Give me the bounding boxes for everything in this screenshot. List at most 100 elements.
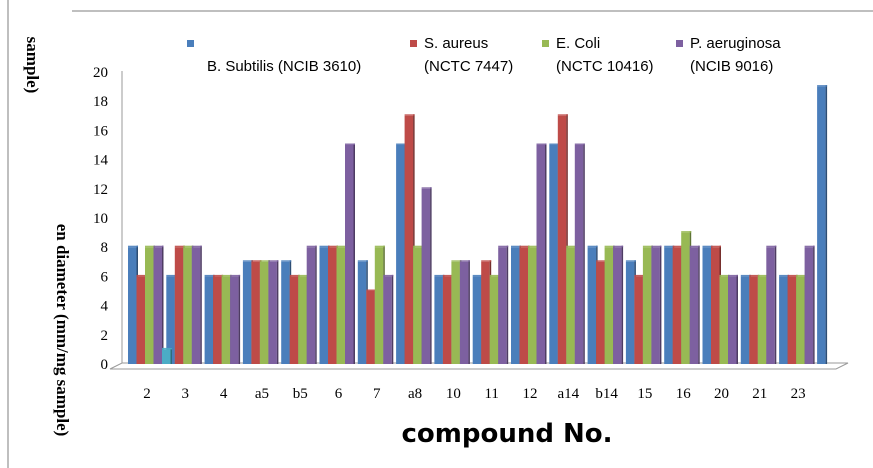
x-tick-label: 6 [335,386,343,402]
bar-12-s4-side [545,143,547,364]
bar-b5-s1-face [281,261,290,364]
bar-b14-s3-face [604,247,614,364]
bar-a14-s2-side [566,114,568,364]
legend-label-line2: B. Subtilis (NCIB 3610) [207,58,361,75]
bar-2-s2-face [136,276,145,364]
bar-b14-s4-top [613,245,624,248]
bar-3-s1-face [166,276,175,364]
legend-item-3: E. Coli (NCTC 10416) [542,35,654,75]
bar-12-s4-top [536,143,547,145]
bar-3-s4 [191,245,202,364]
x-tick-label: a8 [408,386,422,402]
bar-4-s3-face [221,276,231,364]
bar-4-s4-side [238,274,241,364]
bar-20-s4-face [728,276,737,364]
bar-7-s4-top [383,274,394,277]
bar-10-s2-face [442,276,452,364]
legend: B. Subtilis (NCIB 3610) S. aureus (NCTC 74… [187,35,781,75]
bar-2-s1-face [128,247,137,364]
extra-bar-1 [162,347,172,364]
bar-23-s3-top [796,274,807,277]
legend-swatch [410,40,417,47]
bar-16-s4-face [689,247,699,364]
bar-11-s4-side [506,245,509,364]
bar-16-s4-side [698,245,700,364]
bar-3-s3-face [183,247,192,364]
bar-b5-s3-face [298,276,307,364]
bar-4-s1-top [204,274,215,277]
y-tick-label: 10 [93,211,108,227]
y-tick-label: 20 [93,65,108,81]
bar-a14-s4 [574,143,585,364]
bar-a8-s4-side [430,187,432,364]
bar-20-s4 [728,274,738,364]
bar-3-s2-top [174,245,185,248]
bar-23-s3-face [796,276,805,364]
x-tick-label: 23 [791,386,806,402]
bar-11-s1-top [472,274,483,277]
bar-10-s4-side [468,260,470,364]
legend-label-line1: S. aureus [424,35,488,52]
bar-15-s4-top [651,245,662,248]
bar-4-s4 [230,274,241,364]
bar-a8-s4-top [421,187,432,189]
bar-a5-s4-top [268,260,279,262]
bar-6-s1-face [319,247,328,364]
y-axis-label: en diameter (mm/mg sample) [53,224,72,437]
x-tick-label: 12 [523,386,538,402]
bar-12-s2-face [519,247,528,364]
x-tick-label: 21 [752,386,767,402]
bar-b14-s2-face [596,261,605,364]
bar-21-s1-top [740,274,751,277]
x-axis-ticks: 2 3 4 a5 b5 6 7 a8 10 11 12 a14 b14 15 16 20 21 23 [143,386,805,402]
legend-item-2: S. aureus (NCTC 7447) [410,35,513,75]
bar-b5-s3-top [298,274,309,277]
bar-4-s1-face [204,276,214,364]
bar-2-s3-face [145,247,154,364]
bar-a5-s1-top [242,260,253,262]
bar-20-s1-top [702,245,713,248]
x-tick-label: 3 [182,386,190,402]
legend-label-line2: (NCTC 10416) [556,58,654,75]
bar-4-s4-face [230,276,239,364]
bar-a8-s2-top [404,114,415,116]
legend-label-line1: P. aeruginosa [690,35,781,52]
bar-b5-s4-face [306,247,316,364]
bar-16-s4-top [689,245,700,248]
bar-a14-s1-face [549,145,558,364]
bar-b5-s4 [306,245,317,364]
bar-23-s2-face [787,276,797,364]
extra-bar-2-side [825,85,828,364]
bar-6-s2-face [328,247,337,364]
legend-item-4: P. aeruginosa (NCIB 9016) [676,35,781,75]
bar-a5-s4-face [268,261,277,364]
bar-a14-s4-side [583,143,585,364]
bar-20-s4-top [728,274,738,277]
bar-16-s3-top [681,231,692,233]
bar-a8-s4 [421,187,432,364]
bar-16-s4 [689,245,700,364]
legend-swatch [676,40,683,47]
bar-2-s4-top [153,245,164,248]
bar-a5-s4-side [276,260,279,364]
bar-2-s1-top [128,245,138,248]
bar-20-s2-top [711,245,721,248]
bar-b14-s4 [613,245,624,364]
bar-12-s3-face [528,247,537,364]
y-axis-ticks: 0 2 4 6 8 10 12 14 16 18 20 [93,65,109,373]
bar-10-s4 [459,260,470,364]
bar-23-s4 [804,245,815,364]
bar-20-s3-top [719,274,730,277]
bar-a8-s4-face [421,188,431,364]
bar-23-s1-top [779,274,790,277]
bar-a14-s2-top [557,114,568,116]
x-tick-label: 16 [676,386,692,402]
bar-12-s4 [536,143,547,364]
legend-label-line1: E. Coli [556,35,600,52]
bar-a5-s4 [268,260,279,364]
bar-a14-s4-face [574,145,584,364]
bar-10-s3-top [451,260,462,262]
x-tick-label: b5 [293,386,308,402]
bar-12-s1-face [511,247,520,364]
bar-20-s3-face [719,276,728,364]
